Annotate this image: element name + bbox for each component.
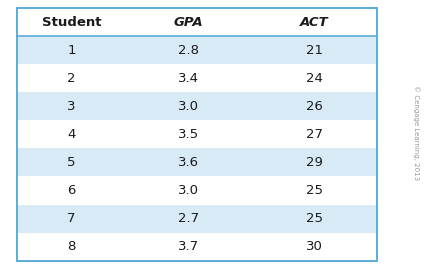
Bar — [17, 232, 377, 261]
Text: © Cengage Learning, 2013: © Cengage Learning, 2013 — [413, 85, 420, 181]
Text: 7: 7 — [67, 212, 75, 225]
Bar — [17, 205, 377, 232]
Text: 3.6: 3.6 — [178, 156, 199, 169]
Text: 6: 6 — [67, 184, 75, 197]
Bar — [17, 120, 377, 148]
Text: 26: 26 — [306, 100, 323, 113]
Text: 3.5: 3.5 — [178, 128, 199, 141]
Bar — [17, 36, 377, 64]
Text: ACT: ACT — [300, 15, 328, 28]
Text: 2.8: 2.8 — [178, 44, 199, 57]
Text: 27: 27 — [306, 128, 323, 141]
Text: 3.4: 3.4 — [178, 72, 199, 85]
Bar — [17, 148, 377, 176]
Text: 2: 2 — [67, 72, 75, 85]
Text: 24: 24 — [306, 72, 323, 85]
Text: 25: 25 — [306, 184, 323, 197]
Text: 3: 3 — [67, 100, 75, 113]
Text: 1: 1 — [67, 44, 75, 57]
Text: 25: 25 — [306, 212, 323, 225]
Text: GPA: GPA — [174, 15, 203, 28]
Text: Student: Student — [42, 15, 101, 28]
Text: 3.7: 3.7 — [178, 240, 199, 253]
Text: 3.0: 3.0 — [178, 184, 199, 197]
Bar — [17, 8, 377, 36]
Text: 21: 21 — [306, 44, 323, 57]
Text: 29: 29 — [306, 156, 323, 169]
Text: 2.7: 2.7 — [178, 212, 199, 225]
Text: 4: 4 — [67, 128, 75, 141]
Text: 8: 8 — [67, 240, 75, 253]
Bar — [17, 8, 377, 261]
Bar — [17, 64, 377, 92]
Bar — [17, 92, 377, 120]
Bar — [17, 176, 377, 205]
Text: 5: 5 — [67, 156, 75, 169]
Text: 3.0: 3.0 — [178, 100, 199, 113]
Text: 30: 30 — [306, 240, 323, 253]
